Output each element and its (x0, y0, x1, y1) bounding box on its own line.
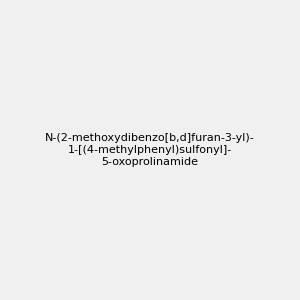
Text: N-(2-methoxydibenzo[b,d]furan-3-yl)-
1-[(4-methylphenyl)sulfonyl]-
5-oxoprolinam: N-(2-methoxydibenzo[b,d]furan-3-yl)- 1-[… (45, 134, 255, 166)
